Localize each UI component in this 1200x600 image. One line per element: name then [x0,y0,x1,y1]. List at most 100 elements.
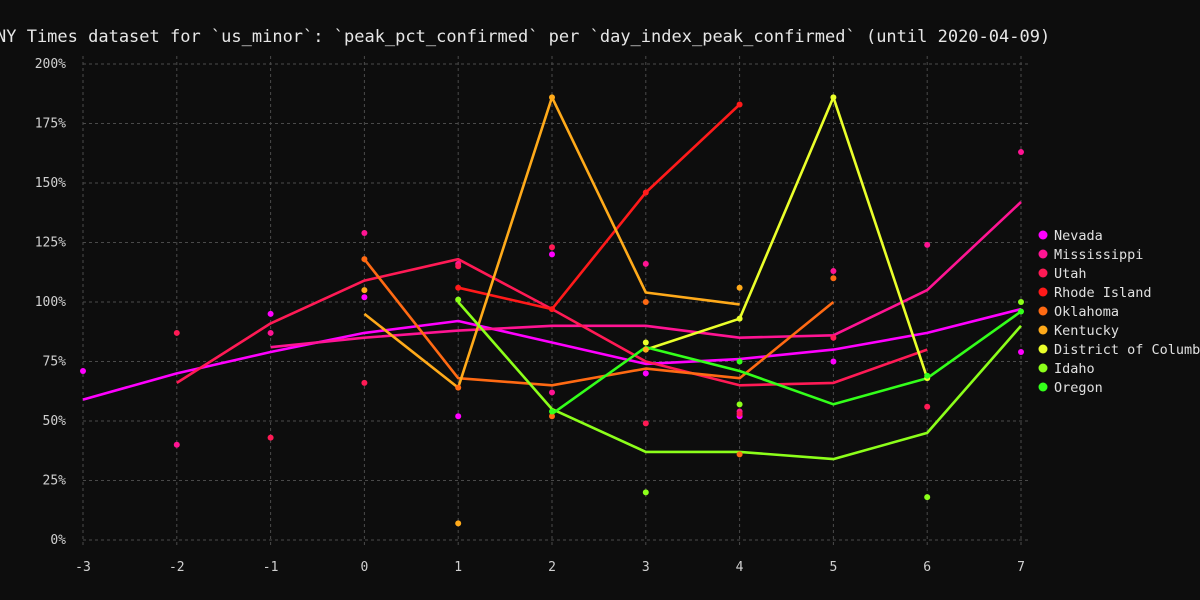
data-point-mississippi [642,260,649,267]
data-point-oregon [1018,308,1024,315]
legend-swatch-rhode-island [1038,287,1048,297]
data-point-district-of-columbia [736,315,743,322]
data-point-idaho [1018,299,1024,305]
data-point-utah [924,403,931,410]
data-point-kentucky [549,94,555,101]
data-point-nevada [361,294,368,301]
legend-label-oregon: Oregon [1054,380,1103,396]
data-point-idaho [642,489,649,496]
legend: Nevada Mississippi Utah Rhode Island Oklahom… [1038,228,1200,396]
data-point-rhode-island [642,189,649,196]
data-point-rhode-island [549,306,555,313]
data-point-utah [173,329,180,336]
series-line-oregon [551,310,1022,415]
data-point-district-of-columbia [830,94,837,101]
data-point-mississippi [924,241,931,248]
data-point-nevada [1018,348,1024,355]
data-point-nevada [80,368,86,375]
series-line-mississippi [270,201,1022,349]
x-axis-ticks: -3 -2 -1 0 1 2 3 4 5 6 7 [75,560,1025,575]
y-tick-label: 125% [35,236,66,251]
data-point-mississippi [830,268,837,275]
legend-swatch-mississippi [1038,249,1048,259]
legend-swatch-oklahoma [1038,306,1048,316]
data-point-kentucky [361,287,368,294]
data-point-rhode-island [455,284,462,291]
data-point-oregon [549,408,555,415]
data-point-utah [455,263,462,270]
y-tick-label: 25% [43,474,67,489]
legend-label-district-of-columbia: District of Columbia [1054,342,1200,358]
legend-swatch-idaho [1038,363,1048,373]
y-tick-label: 75% [43,355,67,370]
data-point-utah [549,244,555,251]
data-point-utah [267,434,274,441]
x-tick-label: -2 [169,560,185,575]
data-point-rhode-island [736,101,743,108]
data-point-oregon [736,358,743,365]
data-point-idaho [924,494,931,501]
data-point-nevada [455,413,462,420]
series-lines [82,96,1022,461]
data-point-mississippi [1018,149,1024,156]
data-point-nevada [267,310,274,317]
legend-swatch-kentucky [1038,325,1048,335]
x-tick-label: 4 [736,560,744,575]
series-points [80,94,1024,527]
data-point-oklahoma [361,256,368,263]
data-point-mississippi [361,229,368,236]
series-line-oklahoma [363,258,835,387]
data-point-nevada [549,251,555,258]
data-point-utah [361,379,368,386]
x-tick-label: 0 [360,560,368,575]
series-line-district-of-columbia [645,96,929,379]
legend-label-idaho: Idaho [1054,361,1095,377]
legend-label-nevada: Nevada [1054,228,1103,244]
x-tick-label: 5 [829,560,837,575]
data-point-mississippi [267,329,274,336]
data-point-utah [642,420,649,427]
x-tick-label: -3 [75,560,91,575]
data-point-nevada [830,358,837,365]
x-tick-label: 6 [923,560,931,575]
data-point-kentucky [642,346,649,353]
legend-swatch-utah [1038,268,1048,278]
legend-label-rhode-island: Rhode Island [1054,285,1152,301]
data-point-nevada [642,370,649,377]
y-tick-label: 200% [35,57,66,72]
data-point-oklahoma [455,384,462,391]
data-point-mississippi [549,389,555,396]
legend-swatch-oregon [1038,382,1048,392]
series-line-nevada [82,307,1022,401]
data-point-utah [830,334,837,341]
data-point-kentucky [736,284,743,291]
data-point-mississippi [173,441,180,448]
series-line-rhode-island [457,103,741,311]
y-tick-label: 100% [35,295,66,310]
y-axis-ticks: 0% 25% 50% 75% 100% 125% 150% 175% 200% [35,57,66,548]
data-point-district-of-columbia [642,339,649,346]
x-tick-label: 3 [642,560,650,575]
data-point-oklahoma [549,413,555,420]
data-point-oregon [924,372,931,379]
legend-label-mississippi: Mississippi [1054,247,1143,263]
legend-label-kentucky: Kentucky [1054,323,1119,339]
chart-title: NY Times dataset for `us_minor`: `peak_p… [0,27,1050,47]
legend-swatch-district-of-columbia [1038,344,1048,354]
y-tick-label: 175% [35,117,66,132]
legend-swatch-nevada [1038,230,1048,240]
y-tick-label: 50% [43,414,67,429]
x-tick-label: 7 [1017,560,1025,575]
data-point-kentucky [455,520,462,527]
legend-label-oklahoma: Oklahoma [1054,304,1119,320]
y-tick-label: 0% [50,533,66,548]
data-point-oklahoma [830,275,837,282]
data-point-oklahoma [642,299,649,305]
data-point-idaho [455,296,462,303]
data-point-oklahoma [736,451,743,458]
x-tick-label: -1 [263,560,279,575]
data-point-idaho [736,401,743,408]
y-tick-label: 150% [35,176,66,191]
data-point-utah [736,410,743,417]
